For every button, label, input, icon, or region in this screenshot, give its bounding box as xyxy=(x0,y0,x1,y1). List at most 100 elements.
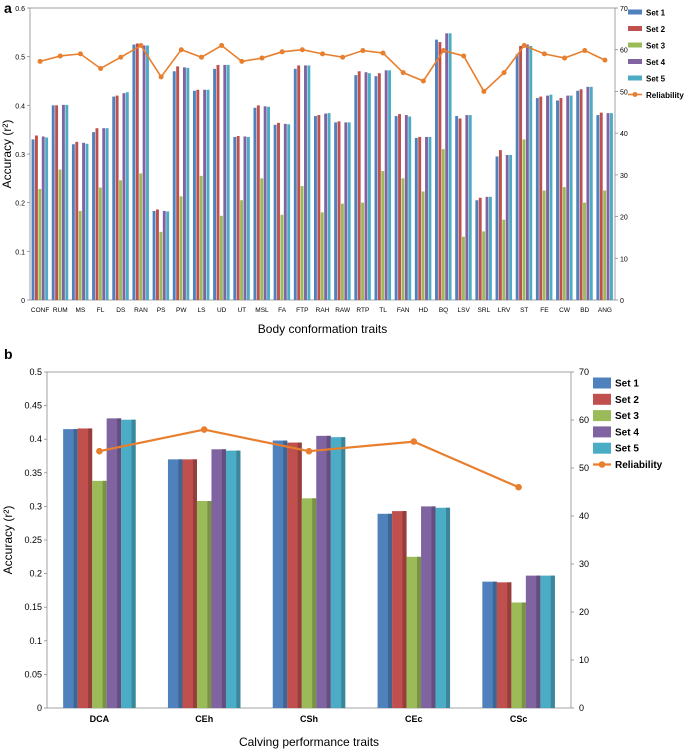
y-tick-label: 0.2 xyxy=(29,569,42,579)
bar-BD-set1 xyxy=(576,90,580,300)
y2-tick-label: 20 xyxy=(620,215,628,222)
y-tick-label: 0.45 xyxy=(24,401,42,411)
bar-ST-set2 xyxy=(519,45,523,301)
reliability-point xyxy=(400,70,406,76)
reliability-point xyxy=(37,58,43,64)
bar-shade xyxy=(387,513,393,708)
y-tick-label: 0 xyxy=(21,298,25,305)
bar-shade xyxy=(73,429,78,708)
x-tick-label: BD xyxy=(580,307,589,314)
bar-FAN-set4 xyxy=(404,115,408,300)
reliability-point xyxy=(118,54,124,60)
x-tick-label: FA xyxy=(278,307,287,314)
reliability-point xyxy=(380,50,386,56)
x-tick-label: MSL xyxy=(255,307,269,314)
bar-LS-set3 xyxy=(199,175,203,300)
bar-RAH-set5 xyxy=(327,113,331,301)
bar-ANG-set3 xyxy=(603,190,607,300)
reliability-point xyxy=(340,54,346,60)
bar-shade xyxy=(536,575,541,708)
bar-shade xyxy=(207,501,212,708)
bar-shade xyxy=(102,480,107,708)
y2-tick-label: 50 xyxy=(620,89,628,96)
x-tick-label: HD xyxy=(419,307,429,314)
x-tick-label: PS xyxy=(157,307,166,314)
bar-PS-set3 xyxy=(159,231,163,300)
bar-PW-set2 xyxy=(176,66,180,301)
reliability-point xyxy=(541,51,547,57)
reliability-point xyxy=(200,426,208,433)
x-tick-label: PW xyxy=(176,307,187,314)
bar-RAW-set2 xyxy=(337,121,341,300)
bar-SRL-set3 xyxy=(482,231,486,300)
bar-FAN-set5 xyxy=(408,116,412,300)
x-tick-label: ANG xyxy=(598,307,612,314)
legend-label: Reliability xyxy=(615,460,663,471)
bar-CW-set3 xyxy=(562,187,566,300)
y2-tick-label: 40 xyxy=(579,511,589,521)
bar-CONF-set2 xyxy=(34,135,38,300)
bar-SRL-set5 xyxy=(488,196,492,300)
bar-FA-set3 xyxy=(280,214,284,300)
bar-RAW-set5 xyxy=(347,122,351,300)
bar-PW-set5 xyxy=(186,67,190,300)
panel-letter: a xyxy=(4,0,12,16)
bar-LSV-set1 xyxy=(455,116,459,300)
x-tick-label: LSV xyxy=(458,307,471,314)
x-axis-title: Calving performance traits xyxy=(239,735,379,749)
reliability-point xyxy=(602,57,608,63)
legend-label: Set 3 xyxy=(615,411,639,422)
bar-UD-set1 xyxy=(213,68,217,300)
bar-FTP-set4 xyxy=(304,65,307,300)
bar-RAH-set4 xyxy=(324,113,328,301)
reliability-point xyxy=(96,447,103,455)
y-tick-label: 0.35 xyxy=(24,468,42,478)
bar-BD-set5 xyxy=(589,86,593,300)
y2-tick-label: 60 xyxy=(620,48,628,55)
reliability-point xyxy=(360,48,366,54)
reliability-point xyxy=(259,55,265,61)
bar-PS-set4 xyxy=(162,210,166,300)
y-tick-label: 0.3 xyxy=(29,501,42,511)
y-tick-label: 0.4 xyxy=(15,103,25,110)
bar-shade xyxy=(326,435,331,708)
bar-RAW-set4 xyxy=(344,122,348,300)
bar-CONF-set3 xyxy=(38,189,42,300)
bar-RAN-set1 xyxy=(132,44,136,300)
bar-shade xyxy=(402,511,407,708)
bar-shade xyxy=(550,575,555,708)
bar-FL-set1 xyxy=(92,132,96,300)
x-tick-label: TL xyxy=(379,307,387,314)
reliability-point xyxy=(98,65,104,71)
bar-TL-set3 xyxy=(381,171,385,300)
y-tick-label: 0.2 xyxy=(15,201,25,208)
legend-swatch xyxy=(593,377,611,389)
bar-LRV-set4 xyxy=(505,154,509,300)
bar-FE-set3 xyxy=(542,190,546,300)
bar-shade xyxy=(297,442,302,708)
reliability-point xyxy=(305,447,313,455)
bar-MSL-set2 xyxy=(256,105,260,300)
legend-label: Set 2 xyxy=(615,395,639,406)
x-tick-label: RTP xyxy=(356,307,369,314)
bar-BD-set3 xyxy=(583,202,586,300)
y2-tick-label: 30 xyxy=(579,559,589,569)
bar-shade xyxy=(192,459,197,708)
y-tick-label: 0.5 xyxy=(29,367,42,377)
bar-ST-set3 xyxy=(522,139,526,300)
legend-swatch xyxy=(593,410,611,422)
legend-swatch xyxy=(628,75,642,81)
x-tick-label: DCA xyxy=(90,714,110,724)
bar-shade xyxy=(521,602,526,708)
bar-FAN-set3 xyxy=(401,178,405,300)
bar-DS-set4 xyxy=(122,93,126,301)
y2-tick-label: 0 xyxy=(579,703,584,713)
bar-RAN-set3 xyxy=(139,173,143,300)
bar-FL-set2 xyxy=(95,128,99,300)
bar-MS-set5 xyxy=(85,143,89,300)
bar-CW-set2 xyxy=(559,98,563,301)
bar-SRL-set1 xyxy=(475,200,479,300)
y-tick-label: 0.1 xyxy=(29,636,42,646)
legend-label: Set 4 xyxy=(615,427,639,438)
